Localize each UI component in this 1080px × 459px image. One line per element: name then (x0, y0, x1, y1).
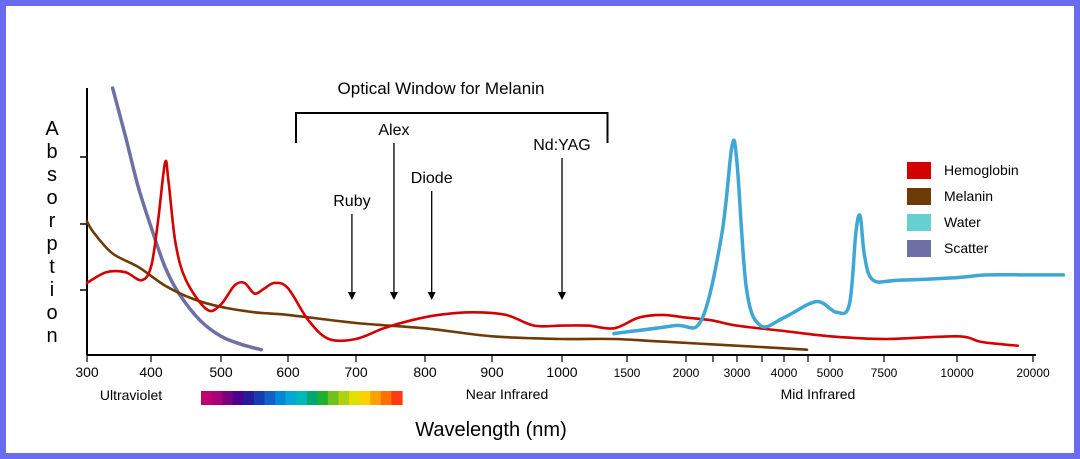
visible-spectrum-bar (201, 391, 403, 405)
x-tick-label: 7500 (871, 366, 898, 380)
spectrum-segment (253, 391, 266, 405)
x-tick-label: 5000 (817, 366, 844, 380)
x-tick-label: 1500 (614, 366, 641, 380)
x-tick-label: 400 (139, 364, 163, 380)
y-axis-label-letter: A (45, 118, 59, 140)
spectrum-segment (201, 391, 213, 405)
x-axis-label: Wavelength (nm) (415, 419, 567, 441)
y-axis-label-letter: n (46, 325, 57, 347)
axes (80, 88, 1036, 356)
spectrum-segment (243, 391, 255, 405)
laser-arrow-head (347, 292, 356, 300)
legend: Hemoglobin Melanin Water Scatter (907, 162, 1019, 257)
laser-label: Ruby (333, 193, 370, 210)
legend-swatch-melanin (907, 188, 931, 205)
series-line-scatter (110, 86, 263, 352)
spectrum-segment (222, 391, 234, 405)
spectrum-segment (327, 391, 340, 405)
legend-label: Hemoglobin (944, 162, 1019, 178)
y-axis-label-letter: r (49, 210, 56, 232)
spectrum-segment (349, 391, 361, 405)
chart-title: Optical Window for Melanin (338, 79, 545, 98)
optical-window (295, 112, 609, 143)
laser-markers: Ruby Alex Diode Nd:YAG (333, 122, 591, 300)
x-tick-label: 600 (276, 364, 300, 380)
laser-arrow-head (427, 292, 436, 300)
legend-swatch-scatter (907, 240, 931, 257)
y-axis-label-letter: i (50, 279, 54, 301)
y-axis-label-letter: s (47, 164, 57, 186)
y-axis-label-letter: b (46, 141, 57, 163)
spectrum-segment (232, 391, 244, 405)
x-ticks: 300 400 500 600 700 800 900 1000 1500 2000 3000 400… (75, 355, 1050, 380)
y-axis-label-letter: t (49, 256, 55, 278)
x-tick-label: 4000 (771, 366, 798, 380)
spectrum-segment (391, 391, 403, 405)
legend-swatch-hemoglobin (907, 162, 931, 179)
x-tick-label: 2000 (673, 366, 700, 380)
legend-label: Scatter (944, 240, 989, 256)
x-tick-label: 900 (480, 364, 504, 380)
region-label-ultraviolet: Ultraviolet (100, 387, 162, 403)
optical-window-bracket (295, 112, 609, 143)
x-tick-label: 300 (75, 364, 99, 380)
legend-label: Melanin (944, 188, 993, 204)
x-tick-label: 10000 (940, 366, 974, 380)
laser-label: Diode (411, 170, 453, 187)
spectrum-segment (359, 391, 371, 405)
y-axis-label-letter: o (46, 187, 57, 209)
laser-arrow-head (558, 292, 566, 300)
spectrum-segment (264, 391, 276, 405)
laser-label: Nd:YAG (533, 137, 591, 154)
spectrum-segment (211, 391, 223, 405)
x-tick-label: 700 (344, 364, 368, 380)
series-line-water (612, 138, 1066, 336)
spectrum-segment (380, 391, 392, 405)
legend-label: Water (944, 214, 981, 230)
y-axis-label-letter: o (46, 302, 57, 324)
x-tick-label: 1000 (546, 364, 577, 380)
legend-swatch-water (907, 214, 931, 231)
spectrum-segment (285, 391, 297, 405)
spectrum-segment (296, 391, 308, 405)
laser-label: Alex (378, 122, 409, 139)
series-line-melanin (85, 220, 809, 351)
laser-arrow-head (389, 292, 398, 300)
spectrum-segment (317, 391, 329, 405)
spectrum-segment (370, 391, 382, 405)
spectrum-segment (306, 391, 318, 405)
x-tick-label: 20000 (1016, 366, 1050, 380)
x-tick-label: 3000 (724, 366, 751, 380)
x-tick-label: 800 (413, 364, 437, 380)
spectrum-segment (275, 391, 287, 405)
series-line-hemoglobin (85, 159, 1020, 347)
y-axis-label-letter: p (46, 233, 57, 255)
region-label-mid-infrared: Mid Infrared (781, 386, 856, 402)
spectrum-segment (338, 391, 350, 405)
series-lines (85, 86, 1066, 352)
region-label-near-infrared: Near Infrared (466, 386, 548, 402)
x-tick-label: 500 (209, 364, 233, 380)
